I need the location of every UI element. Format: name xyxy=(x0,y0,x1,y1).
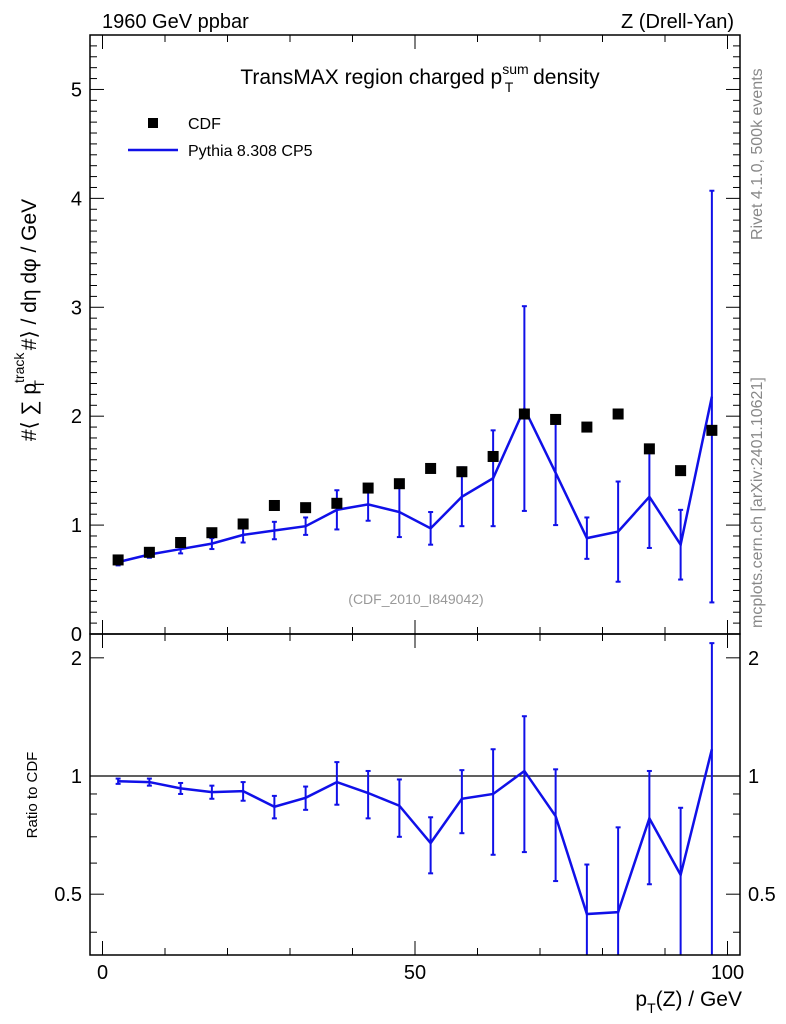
ratio-frame xyxy=(89,633,741,956)
cdf-point xyxy=(331,497,343,509)
cdf-point xyxy=(550,413,562,425)
cdf-point xyxy=(456,466,468,478)
ratio-y-tick-label: 2 xyxy=(71,648,82,670)
ratio-ylabel: Ratio to CDF xyxy=(24,752,41,839)
mc-line xyxy=(117,396,714,564)
legend-cdf-marker xyxy=(148,118,158,128)
x-tick-label: 50 xyxy=(404,962,426,984)
y-tick-label: 3 xyxy=(71,297,82,319)
mc-series-main xyxy=(115,189,715,604)
cdf-point xyxy=(518,408,530,420)
header-left: 1960 GeV ppbar xyxy=(102,11,249,33)
rivet-label: Rivet 4.1.0, 500k events xyxy=(749,68,766,240)
ratio-y-tick-label: 0.5 xyxy=(54,884,82,906)
cdf-point xyxy=(175,537,187,549)
cdf-point xyxy=(643,443,655,455)
ratio-mc-line xyxy=(118,748,714,916)
data-series-main xyxy=(112,408,718,566)
ratio-y-tick-label-right: 2 xyxy=(748,648,759,670)
cdf-point xyxy=(300,502,312,514)
cdf-point xyxy=(425,462,437,474)
cdf-point xyxy=(706,424,718,436)
ratio-xlabel: pT(Z) / GeV xyxy=(635,988,742,1016)
cdf-point xyxy=(112,554,124,566)
ratio-y-tick-label: 1 xyxy=(71,766,82,788)
main-annotation: (CDF_2010_I849042) xyxy=(348,591,483,607)
cdf-point xyxy=(675,465,687,477)
mc-series-ratio xyxy=(115,642,715,955)
cdf-point xyxy=(362,482,374,494)
header-right: Z (Drell-Yan) xyxy=(621,11,734,33)
y-tick-label: 5 xyxy=(71,79,82,101)
legend-pythia-label: Pythia 8.308 CP5 xyxy=(188,143,313,160)
ratio-panel: 0.5 0.5 1 1 2 2 0 50 100 Ratio to CDF pT(Z) / Ge… xyxy=(24,633,776,1016)
ratio-y-tick-label-right: 1 xyxy=(748,766,759,788)
cdf-point xyxy=(268,499,280,511)
cdf-point xyxy=(393,478,405,490)
x-tick-label: 0 xyxy=(97,962,108,984)
cdf-point xyxy=(206,527,218,539)
cdf-point xyxy=(237,518,249,530)
legend: CDF Pythia 8.308 CP5 xyxy=(128,116,313,160)
cdf-point xyxy=(612,408,624,420)
y-tick-label: 1 xyxy=(71,515,82,537)
legend-cdf-label: CDF xyxy=(188,116,221,133)
ratio-ticks: 0.5 0.5 1 1 2 2 0 50 100 xyxy=(54,634,776,984)
main-title: TransMAX region charged psum T density xyxy=(240,61,600,95)
cdf-point xyxy=(581,421,593,433)
main-ylabel: #⟨ ∑ ptrackT #⟩ / dη dφ / GeV xyxy=(11,199,47,441)
y-tick-label: 2 xyxy=(71,406,82,428)
y-tick-label: 4 xyxy=(71,188,82,210)
mcplots-label: mcplots.cern.ch [arXiv:2401.10621] xyxy=(749,377,766,628)
cdf-point xyxy=(487,450,499,462)
main-ticks: 0 1 2 3 4 5 xyxy=(71,34,740,646)
x-tick-label: 100 xyxy=(711,962,744,984)
y-tick-label: 0 xyxy=(71,624,82,646)
main-panel: 0 1 2 3 4 5 (CDF_2010_I849042) TransMAX regio… xyxy=(11,34,741,646)
ratio-y-tick-label-right: 0.5 xyxy=(748,884,776,906)
cdf-point xyxy=(143,546,155,558)
